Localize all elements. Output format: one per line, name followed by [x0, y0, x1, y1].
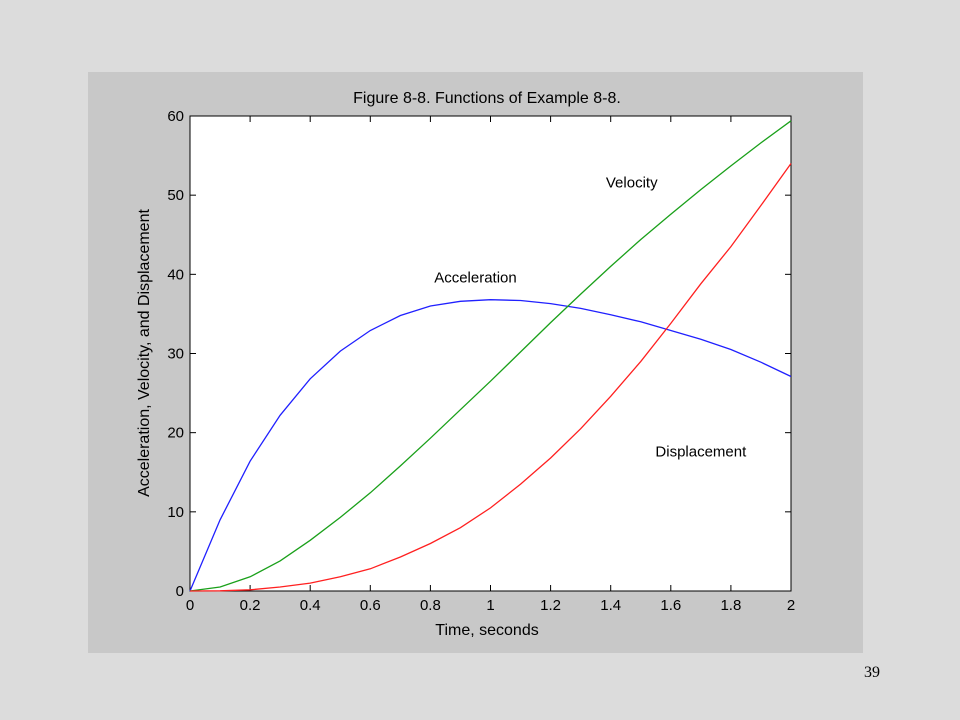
- y-axis-label: Acceleration, Velocity, and Displacement: [136, 209, 153, 497]
- chart-title: Figure 8-8. Functions of Example 8-8.: [353, 90, 621, 107]
- x-tick-label: 0: [186, 597, 194, 614]
- annotation-layer: Velocity Acceleration Displacement: [434, 174, 747, 460]
- x-tick-label: 0.6: [360, 597, 381, 614]
- series-line-displacement: [189, 163, 792, 592]
- y-tick-label: 50: [167, 187, 184, 204]
- y-tick-label: 60: [167, 108, 184, 125]
- y-tick-label: 0: [176, 583, 184, 600]
- y-tick-label: 10: [167, 504, 184, 521]
- series-line-acceleration: [189, 299, 792, 592]
- x-tick-label: 1.4: [600, 597, 621, 614]
- x-tick-label: 1.6: [660, 597, 681, 614]
- plot-area: [189, 115, 792, 592]
- series-line-velocity: [189, 120, 792, 592]
- x-axis: 0 0.2 0.4 0.6 0.8 1 1.2 1.4 1.6 1.8 2: [186, 116, 795, 614]
- annotation-displacement: Displacement: [655, 443, 747, 460]
- x-tick-label: 0.8: [420, 597, 441, 614]
- annotation-acceleration: Acceleration: [434, 269, 517, 286]
- y-tick-label: 20: [167, 425, 184, 442]
- x-tick-label: 0.2: [240, 597, 261, 614]
- series-layer: [189, 120, 792, 592]
- y-tick-label: 30: [167, 346, 184, 363]
- slide-number: 39: [864, 664, 880, 681]
- annotation-velocity: Velocity: [606, 174, 658, 191]
- x-tick-label: 2: [787, 597, 795, 614]
- x-tick-label: 1: [486, 597, 494, 614]
- y-axis: 0 10 20 30 40 50 60: [167, 108, 791, 600]
- x-tick-label: 1.8: [720, 597, 741, 614]
- y-tick-label: 40: [167, 266, 184, 283]
- x-tick-label: 0.4: [300, 597, 321, 614]
- x-axis-label: Time, seconds: [435, 622, 538, 639]
- x-tick-label: 1.2: [540, 597, 561, 614]
